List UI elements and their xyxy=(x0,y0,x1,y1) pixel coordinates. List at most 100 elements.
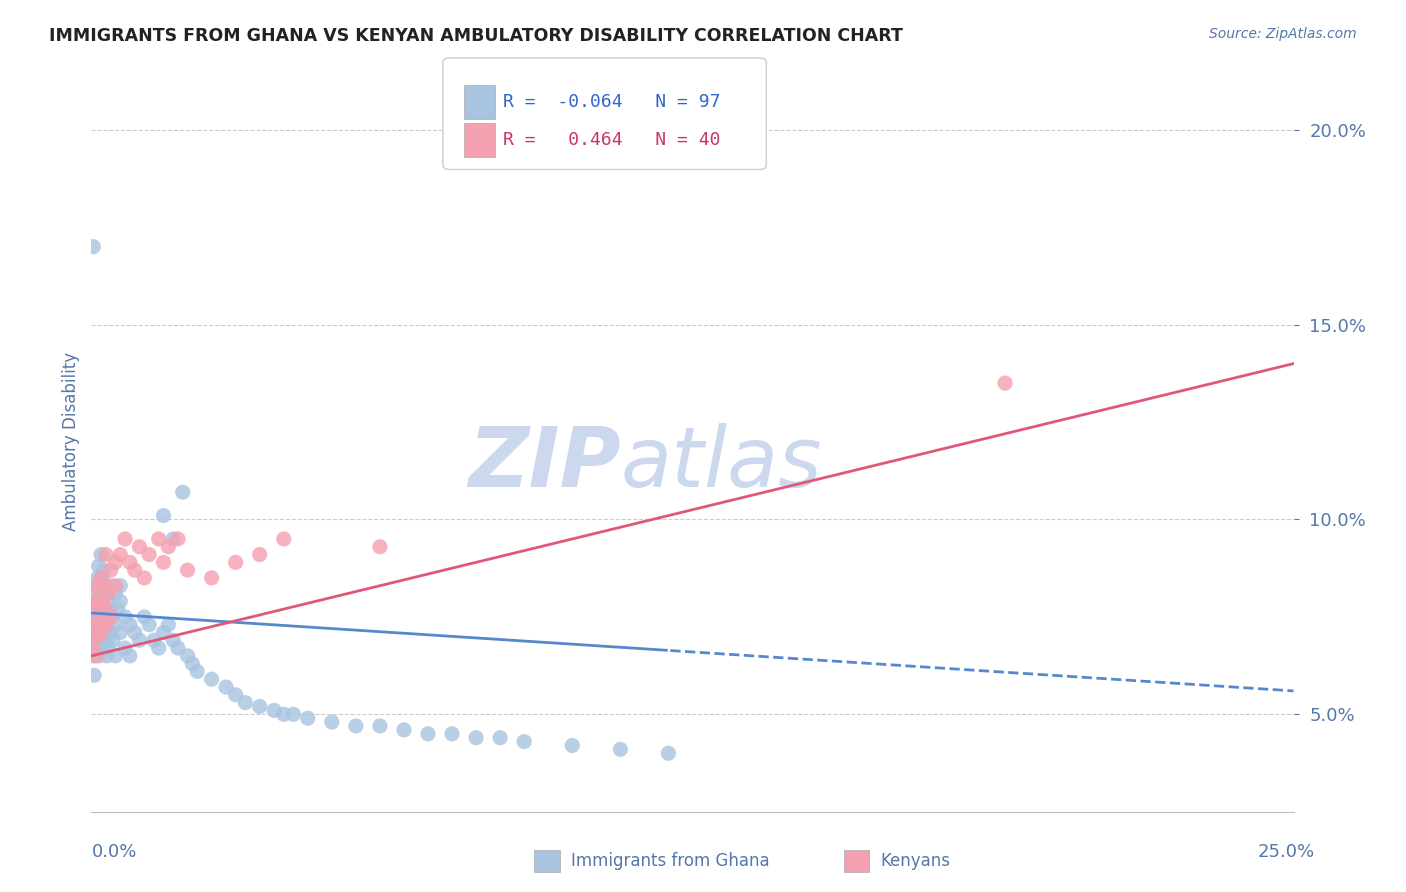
Point xyxy=(157,617,180,632)
Point xyxy=(86,629,108,643)
Point xyxy=(172,485,194,500)
Point xyxy=(83,610,105,624)
Point xyxy=(87,633,110,648)
Point xyxy=(297,711,319,725)
Point xyxy=(97,594,120,608)
Point xyxy=(84,579,107,593)
Point xyxy=(110,594,132,608)
Point xyxy=(215,680,238,694)
Text: atlas: atlas xyxy=(620,423,823,504)
Point xyxy=(283,707,305,722)
Point xyxy=(91,617,114,632)
Point xyxy=(225,688,247,702)
Point xyxy=(368,540,391,554)
Point xyxy=(128,540,150,554)
Point xyxy=(83,648,105,663)
Point xyxy=(93,579,115,593)
Point xyxy=(87,602,110,616)
Point xyxy=(263,703,285,717)
Point xyxy=(134,571,156,585)
Point xyxy=(142,633,165,648)
Point xyxy=(89,622,111,636)
Text: Immigrants from Ghana: Immigrants from Ghana xyxy=(571,852,769,871)
Point xyxy=(162,633,184,648)
Point xyxy=(118,648,141,663)
Point xyxy=(90,625,112,640)
Text: IMMIGRANTS FROM GHANA VS KENYAN AMBULATORY DISABILITY CORRELATION CHART: IMMIGRANTS FROM GHANA VS KENYAN AMBULATO… xyxy=(49,27,903,45)
Point xyxy=(440,727,463,741)
Point xyxy=(83,668,105,682)
Point xyxy=(82,240,104,254)
Point xyxy=(176,648,198,663)
Point xyxy=(94,617,117,632)
Point xyxy=(87,602,110,616)
Point xyxy=(152,625,174,640)
Point xyxy=(104,586,127,600)
Point xyxy=(83,622,105,636)
Point xyxy=(94,633,117,648)
Point xyxy=(90,625,112,640)
Point xyxy=(84,648,107,663)
Point xyxy=(609,742,631,756)
Point xyxy=(94,602,117,616)
Point xyxy=(93,563,115,577)
Point xyxy=(90,610,112,624)
Point xyxy=(82,637,104,651)
Point xyxy=(86,594,108,608)
Point xyxy=(100,625,122,640)
Point xyxy=(110,548,132,562)
Point xyxy=(118,617,141,632)
Point xyxy=(489,731,512,745)
Point xyxy=(94,625,117,640)
Point xyxy=(148,532,170,546)
Point xyxy=(87,648,110,663)
Point xyxy=(114,610,136,624)
Point xyxy=(167,532,190,546)
Point xyxy=(157,540,180,554)
Point xyxy=(93,579,115,593)
Point xyxy=(138,617,160,632)
Text: 25.0%: 25.0% xyxy=(1257,843,1315,861)
Point xyxy=(201,672,224,686)
Point xyxy=(84,594,107,608)
Point xyxy=(84,606,107,620)
Point xyxy=(82,622,104,636)
Point xyxy=(89,591,111,605)
Point xyxy=(84,617,107,632)
Point xyxy=(416,727,439,741)
Point xyxy=(561,739,583,753)
Point xyxy=(84,594,107,608)
Point xyxy=(91,594,114,608)
Point xyxy=(96,648,118,663)
Point xyxy=(104,579,127,593)
Point xyxy=(176,563,198,577)
Point xyxy=(83,591,105,605)
Point xyxy=(91,641,114,656)
Point xyxy=(84,579,107,593)
Point xyxy=(86,641,108,656)
Point xyxy=(186,665,208,679)
Text: R =  -0.064   N = 97: R = -0.064 N = 97 xyxy=(503,93,721,111)
Point xyxy=(124,563,146,577)
Point xyxy=(124,625,146,640)
Text: R =   0.464   N = 40: R = 0.464 N = 40 xyxy=(503,131,721,149)
Point xyxy=(84,633,107,648)
Point xyxy=(162,532,184,546)
Point xyxy=(118,555,141,569)
Text: ZIP: ZIP xyxy=(468,423,620,504)
Point xyxy=(97,586,120,600)
Point xyxy=(83,610,105,624)
Point xyxy=(100,579,122,593)
Point xyxy=(86,571,108,585)
Point xyxy=(84,614,107,628)
Point xyxy=(83,629,105,643)
Point xyxy=(86,625,108,640)
Point xyxy=(97,641,120,656)
Point xyxy=(152,508,174,523)
Point xyxy=(465,731,488,745)
Point xyxy=(96,617,118,632)
Text: 0.0%: 0.0% xyxy=(91,843,136,861)
Point xyxy=(104,555,127,569)
Point xyxy=(87,617,110,632)
Point xyxy=(148,641,170,656)
